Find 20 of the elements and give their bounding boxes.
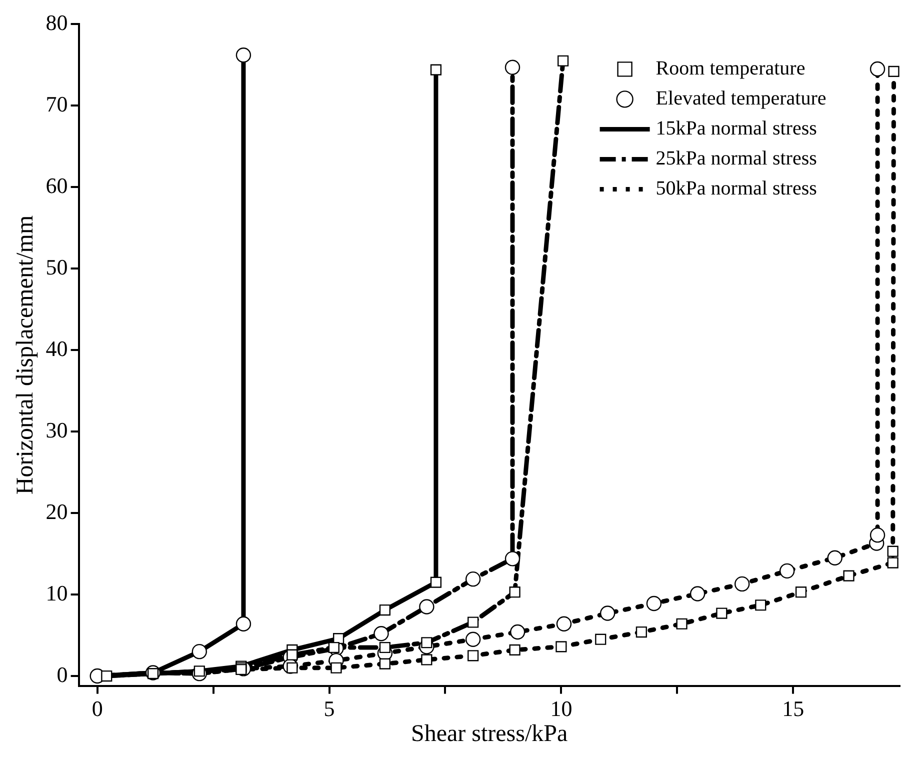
x-tick-label: 15	[782, 696, 804, 721]
y-tick-label: 10	[46, 580, 68, 606]
y-axis-title: Horizontal displacement/mm	[12, 215, 39, 495]
x-tick-label: 0	[92, 696, 103, 721]
x-tick-label: 10	[550, 696, 572, 721]
legend-label: Elevated temperature	[656, 87, 826, 110]
y-tick-label: 70	[46, 91, 68, 116]
legend-label: Room temperature	[656, 57, 806, 80]
legend-label: 15kPa normal stress	[656, 117, 818, 140]
x-tick-label: 5	[324, 696, 335, 721]
legend-label: 25kPa normal stress	[656, 147, 818, 170]
y-tick-label: 50	[46, 254, 68, 280]
y-tick-label: 40	[46, 336, 68, 361]
y-tick-label: 30	[46, 417, 68, 442]
y-tick-label: 60	[46, 172, 68, 198]
x-axis-title: Shear stress/kPa	[410, 720, 568, 747]
y-tick-label: 20	[46, 498, 68, 524]
legend-label: 50kPa normal stress	[656, 177, 818, 200]
y-tick-label: 80	[46, 10, 68, 35]
y-tick-label: 0	[56, 662, 68, 687]
